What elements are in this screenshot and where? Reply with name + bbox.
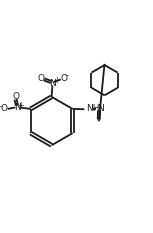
Text: N: N — [98, 104, 104, 113]
Text: +: + — [18, 101, 24, 110]
Text: O: O — [1, 104, 8, 113]
Text: -: - — [0, 103, 3, 112]
Text: O: O — [37, 74, 44, 83]
Text: N: N — [49, 79, 56, 88]
Text: NH: NH — [86, 104, 100, 113]
Text: O: O — [61, 74, 67, 83]
Text: O: O — [12, 92, 19, 101]
Text: +: + — [53, 76, 59, 86]
Text: N: N — [14, 103, 20, 112]
Text: -: - — [66, 72, 68, 80]
